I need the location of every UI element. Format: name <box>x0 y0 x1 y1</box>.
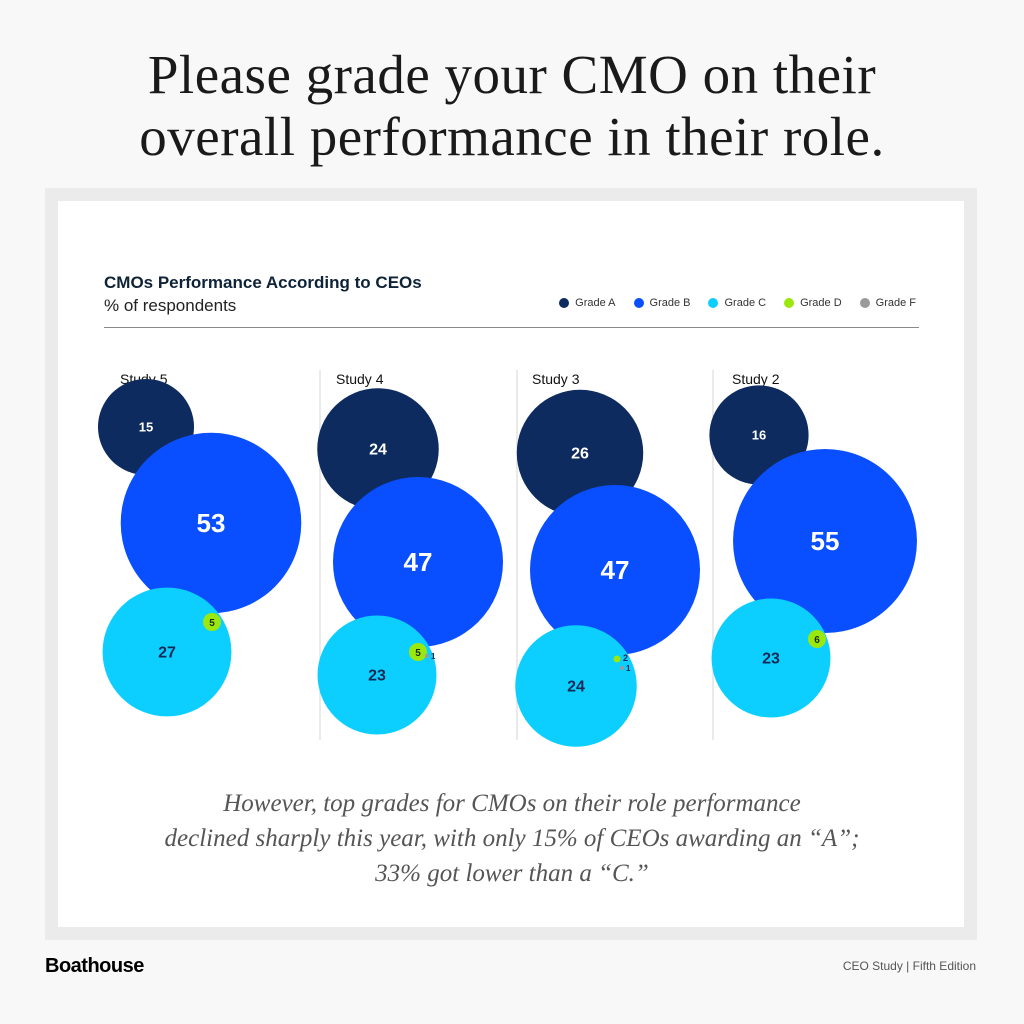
legend-dot-icon <box>859 298 870 308</box>
chart-title: CMOs Performance According to CEOs <box>104 273 422 292</box>
headline-line-1: Please grade your CMO on their <box>147 44 877 105</box>
study-label: Study 4 <box>336 371 384 387</box>
bubble-value-label: 24 <box>567 679 585 696</box>
bubble-value-label: 5 <box>415 648 421 659</box>
bubble-grade-a <box>516 389 644 517</box>
legend-label: Grade F <box>875 297 916 309</box>
bubble-grade-c <box>515 625 637 747</box>
legend-item-grade-d: Grade D <box>784 297 842 309</box>
bubble-value-label: 15 <box>139 420 153 435</box>
bubble-value-label: 53 <box>197 508 226 538</box>
headline-line-2: overall performance in their role. <box>139 106 885 167</box>
legend-item-grade-c: Grade C <box>708 297 766 309</box>
bubble-value-label: 2 <box>623 653 628 663</box>
legend-label: Grade D <box>800 297 842 309</box>
bubble-value-label: 1 <box>431 652 436 661</box>
bubble-grade-d <box>203 613 221 631</box>
bubble-value-label: 47 <box>601 555 630 585</box>
bubble-grade-c <box>102 587 232 717</box>
bubble-grade-d <box>409 643 427 661</box>
bubble-grade-f <box>425 654 429 658</box>
bubble-value-label: 1 <box>626 664 631 673</box>
legend-dot-icon <box>633 298 644 308</box>
study-label: Study 3 <box>532 371 580 387</box>
bubble-grade-c <box>711 598 831 718</box>
bubble-grade-d <box>808 630 826 648</box>
bubble-grade-b <box>332 476 504 648</box>
bubble-value-label: 27 <box>158 645 176 662</box>
legend-label: Grade B <box>649 297 691 309</box>
legend-dot-icon <box>708 298 719 308</box>
caption-line-3: 33% got lower than a “C.” <box>375 860 649 887</box>
brand-logo: Boathouse <box>45 955 144 977</box>
bubble-value-label: 24 <box>369 442 387 459</box>
bubble-value-label: 47 <box>404 547 433 577</box>
bubble-value-label: 23 <box>368 668 386 685</box>
legend-label: Grade A <box>575 297 616 309</box>
bubble-grade-b <box>733 449 917 633</box>
bubble-value-label: 5 <box>209 618 215 629</box>
legend-item-grade-a: Grade A <box>559 297 616 309</box>
bubble-value-label: 6 <box>814 635 820 646</box>
caption-line-2: declined sharply this year, with only 15… <box>164 825 860 852</box>
legend-label: Grade C <box>724 297 767 309</box>
bubble-grade-b <box>120 432 302 614</box>
header-divider <box>104 327 919 328</box>
study-label: Study 2 <box>732 371 780 387</box>
legend-dot-icon <box>784 298 795 308</box>
legend-dot-icon <box>559 298 570 308</box>
headline: Please grade your CMO on their overall p… <box>0 44 1024 168</box>
bubble-value-label: 55 <box>811 526 840 556</box>
legend-item-grade-f: Grade F <box>859 297 916 309</box>
chart-subtitle: % of respondents <box>104 296 237 315</box>
bubble-value-label: 16 <box>752 428 766 443</box>
bubble-grade-d <box>613 655 621 663</box>
bubble-value-label: 23 <box>762 651 780 668</box>
bubble-grade-f <box>620 666 624 670</box>
edition-label: CEO Study | Fifth Edition <box>842 959 976 973</box>
bubble-value-label: 26 <box>571 446 589 463</box>
bubble-grade-b <box>529 484 701 656</box>
caption-line-1: However, top grades for CMOs on their ro… <box>223 790 801 817</box>
legend-item-grade-b: Grade B <box>633 297 691 309</box>
bubble-grade-c <box>317 615 437 735</box>
caption: However, top grades for CMOs on their ro… <box>0 786 1024 891</box>
legend: Grade A Grade B Grade C Grade D Grade F <box>559 297 916 309</box>
